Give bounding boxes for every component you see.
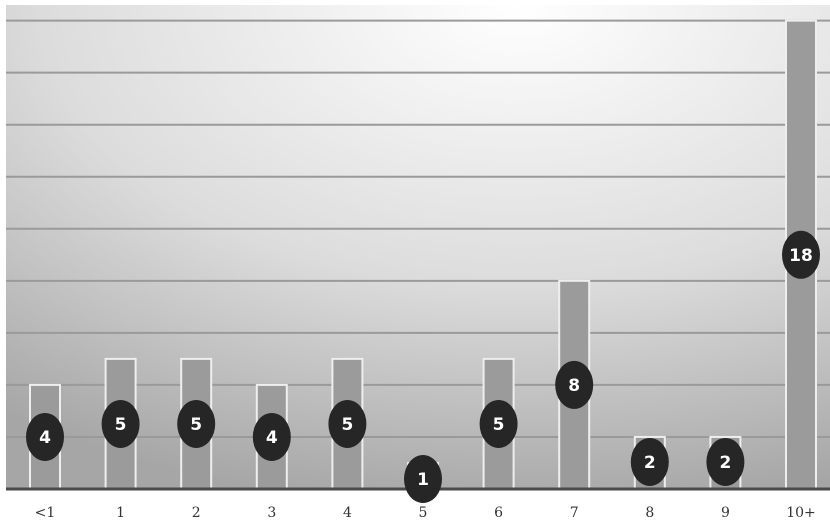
data-label-badge bbox=[328, 399, 367, 448]
data-label-badge bbox=[404, 455, 442, 503]
data-label-text: 4 bbox=[39, 428, 51, 448]
data-label-badge bbox=[177, 399, 216, 448]
data-label-badge bbox=[706, 437, 745, 486]
data-label-badge bbox=[630, 437, 669, 486]
data-label-text: 1 bbox=[417, 470, 429, 490]
plot-background bbox=[6, 5, 830, 489]
x-tick-label: 3 bbox=[267, 505, 276, 521]
data-label-badge bbox=[555, 360, 594, 409]
data-label: 4 bbox=[26, 412, 64, 461]
x-tick-label: <1 bbox=[35, 505, 56, 521]
x-tick-label: 10+ bbox=[786, 505, 816, 521]
data-label: 5 bbox=[177, 399, 216, 448]
gridlines bbox=[6, 19, 830, 438]
data-label: 5 bbox=[328, 399, 367, 448]
data-label: 4 bbox=[252, 412, 291, 461]
data-label: 2 bbox=[630, 437, 669, 486]
data-label-text: 2 bbox=[644, 453, 656, 473]
data-labels: 4 5 5 4 5 1 5 8 2 2 18 bbox=[26, 230, 820, 503]
data-label-text: 2 bbox=[719, 453, 731, 473]
data-label-text: 5 bbox=[115, 415, 127, 435]
data-label: 1 bbox=[404, 455, 442, 503]
x-tick-label: 4 bbox=[343, 505, 352, 521]
x-tick-label: 1 bbox=[116, 505, 125, 521]
data-label-badge bbox=[479, 399, 518, 448]
x-tick-label: 2 bbox=[192, 505, 201, 521]
x-tick-label: 8 bbox=[645, 505, 654, 521]
data-label-text: 5 bbox=[190, 415, 202, 435]
x-tick-label: 7 bbox=[570, 505, 579, 521]
x-tick-label: 9 bbox=[721, 505, 730, 521]
data-label: 8 bbox=[555, 360, 594, 409]
data-label-text: 4 bbox=[266, 428, 278, 448]
data-label: 18 bbox=[782, 230, 820, 279]
x-tick-label: 6 bbox=[494, 505, 503, 521]
data-label: 2 bbox=[706, 437, 745, 486]
data-label-text: 18 bbox=[789, 246, 813, 266]
data-label: 5 bbox=[479, 399, 518, 448]
data-label-text: 8 bbox=[568, 376, 580, 396]
data-label-text: 5 bbox=[493, 415, 505, 435]
data-label-badge bbox=[26, 412, 64, 461]
data-label: 5 bbox=[101, 399, 140, 448]
data-label-badge bbox=[252, 412, 291, 461]
data-label-badge bbox=[101, 399, 140, 448]
x-tick-labels: <1 1 2 3 4 5 6 7 8 9 10+ bbox=[35, 505, 816, 521]
x-tick-label: 5 bbox=[419, 505, 428, 521]
data-label-badge bbox=[782, 230, 820, 279]
data-label-text: 5 bbox=[341, 415, 353, 435]
